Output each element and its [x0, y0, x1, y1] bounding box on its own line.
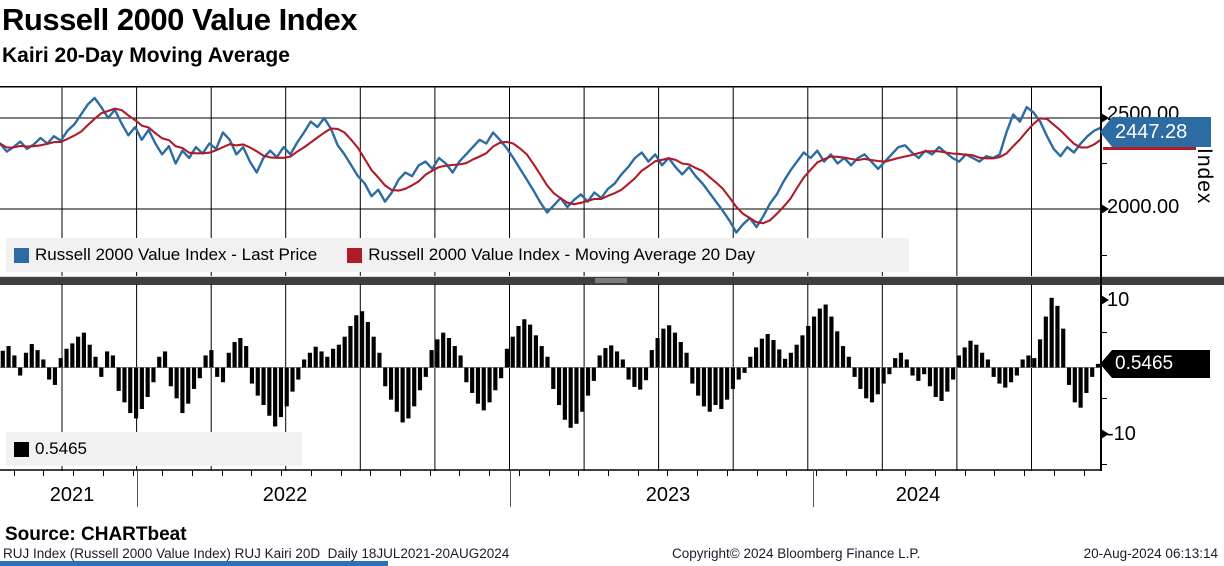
year-tick [137, 470, 138, 507]
source-label: Source: CHARTbeat [5, 524, 187, 545]
moving-average-badge-edge [1103, 147, 1196, 150]
month-tick [489, 470, 491, 476]
kairi-swatch-icon [14, 441, 29, 457]
month-tick [518, 470, 520, 476]
month-tick [281, 470, 283, 476]
month-tick [756, 470, 758, 476]
tick-arrow-plus10-icon [1101, 295, 1109, 305]
month-tick [340, 470, 342, 476]
legend-last-price-label: Russell 2000 Value Index - Last Price [35, 245, 318, 264]
month-tick [162, 470, 164, 476]
minor-tick [1101, 464, 1107, 465]
ytick-plus10: 10 [1107, 289, 1130, 311]
month-tick [1083, 470, 1085, 476]
page-title: Russell 2000 Value Index [2, 2, 358, 37]
minor-tick [1101, 398, 1107, 399]
right-axis-title: Index [1193, 148, 1216, 205]
month-tick [637, 470, 639, 476]
month-tick [697, 470, 699, 476]
month-tick [1024, 470, 1026, 476]
footer-copyright: Copyright© 2024 Bloomberg Finance L.P. [672, 546, 921, 561]
month-tick [816, 470, 817, 476]
tick-arrow-2000-icon [1101, 204, 1109, 214]
legend-moving-average: Russell 2000 Value Index - Moving Averag… [343, 245, 755, 265]
legend-last-price: Russell 2000 Value Index - Last Price [10, 245, 317, 265]
month-tick [905, 470, 907, 476]
xlabel-2024: 2024 [895, 484, 941, 506]
kairi-legend: 0.5465 [6, 432, 302, 466]
page-subtitle: Kairi 20-Day Moving Average [2, 44, 290, 67]
minor-tick [1101, 332, 1107, 333]
legend-moving-average-label: Russell 2000 Value Index - Moving Averag… [368, 245, 756, 264]
month-tick [845, 470, 847, 476]
splitter-grip-icon[interactable] [595, 278, 627, 283]
moving-average-swatch-icon [347, 247, 363, 263]
month-tick [934, 470, 936, 476]
month-tick [459, 470, 461, 476]
ytick-minus10: -10 [1107, 423, 1136, 445]
month-tick [994, 470, 996, 476]
month-tick [400, 470, 401, 476]
month-tick [429, 470, 431, 476]
month-tick [191, 470, 193, 476]
month-tick [548, 470, 550, 476]
last-price-badge: 2447.28 [1100, 117, 1211, 147]
minor-tick [1101, 255, 1107, 256]
year-tick [813, 470, 814, 507]
xlabel-2022: 2022 [262, 484, 308, 506]
legend-kairi: 0.5465 [10, 439, 87, 459]
month-tick [1053, 470, 1055, 476]
month-tick [786, 470, 788, 476]
footer-timestamp: 20-Aug-2024 06:13:14 [1083, 546, 1218, 561]
month-tick [608, 470, 609, 476]
month-tick [102, 470, 104, 476]
month-tick [73, 470, 74, 476]
tick-arrow-2500-icon [1101, 113, 1109, 123]
month-tick [370, 470, 372, 476]
xlabel-2021: 2021 [49, 484, 95, 506]
last-price-swatch-icon [14, 247, 29, 263]
month-tick [578, 470, 580, 476]
month-tick [310, 470, 312, 476]
minor-tick [1101, 163, 1107, 164]
selection-strip [0, 561, 388, 566]
month-tick [251, 470, 253, 476]
month-tick [43, 470, 45, 476]
footer-ticker-detail: RUJ Index (Russell 2000 Value Index) RUJ… [3, 546, 510, 561]
right-axis-line [1100, 86, 1102, 471]
month-tick [964, 470, 966, 476]
kairi-chart-panel [0, 284, 1101, 471]
tick-arrow-minus10-icon [1101, 429, 1109, 439]
price-legend: Russell 2000 Value Index - Last Price Ru… [6, 238, 909, 272]
ytick-2000: 2000.00 [1107, 196, 1180, 218]
legend-kairi-value: 0.5465 [35, 439, 87, 458]
kairi-value-badge: 0.5465 [1100, 350, 1210, 378]
price-chart-panel [0, 86, 1101, 276]
year-tick [510, 470, 511, 507]
xlabel-2023: 2023 [645, 484, 691, 506]
month-tick [132, 470, 134, 476]
month-tick [667, 470, 669, 476]
month-tick [726, 470, 728, 476]
month-tick [13, 470, 15, 476]
month-tick [875, 470, 877, 476]
month-tick [221, 470, 223, 476]
